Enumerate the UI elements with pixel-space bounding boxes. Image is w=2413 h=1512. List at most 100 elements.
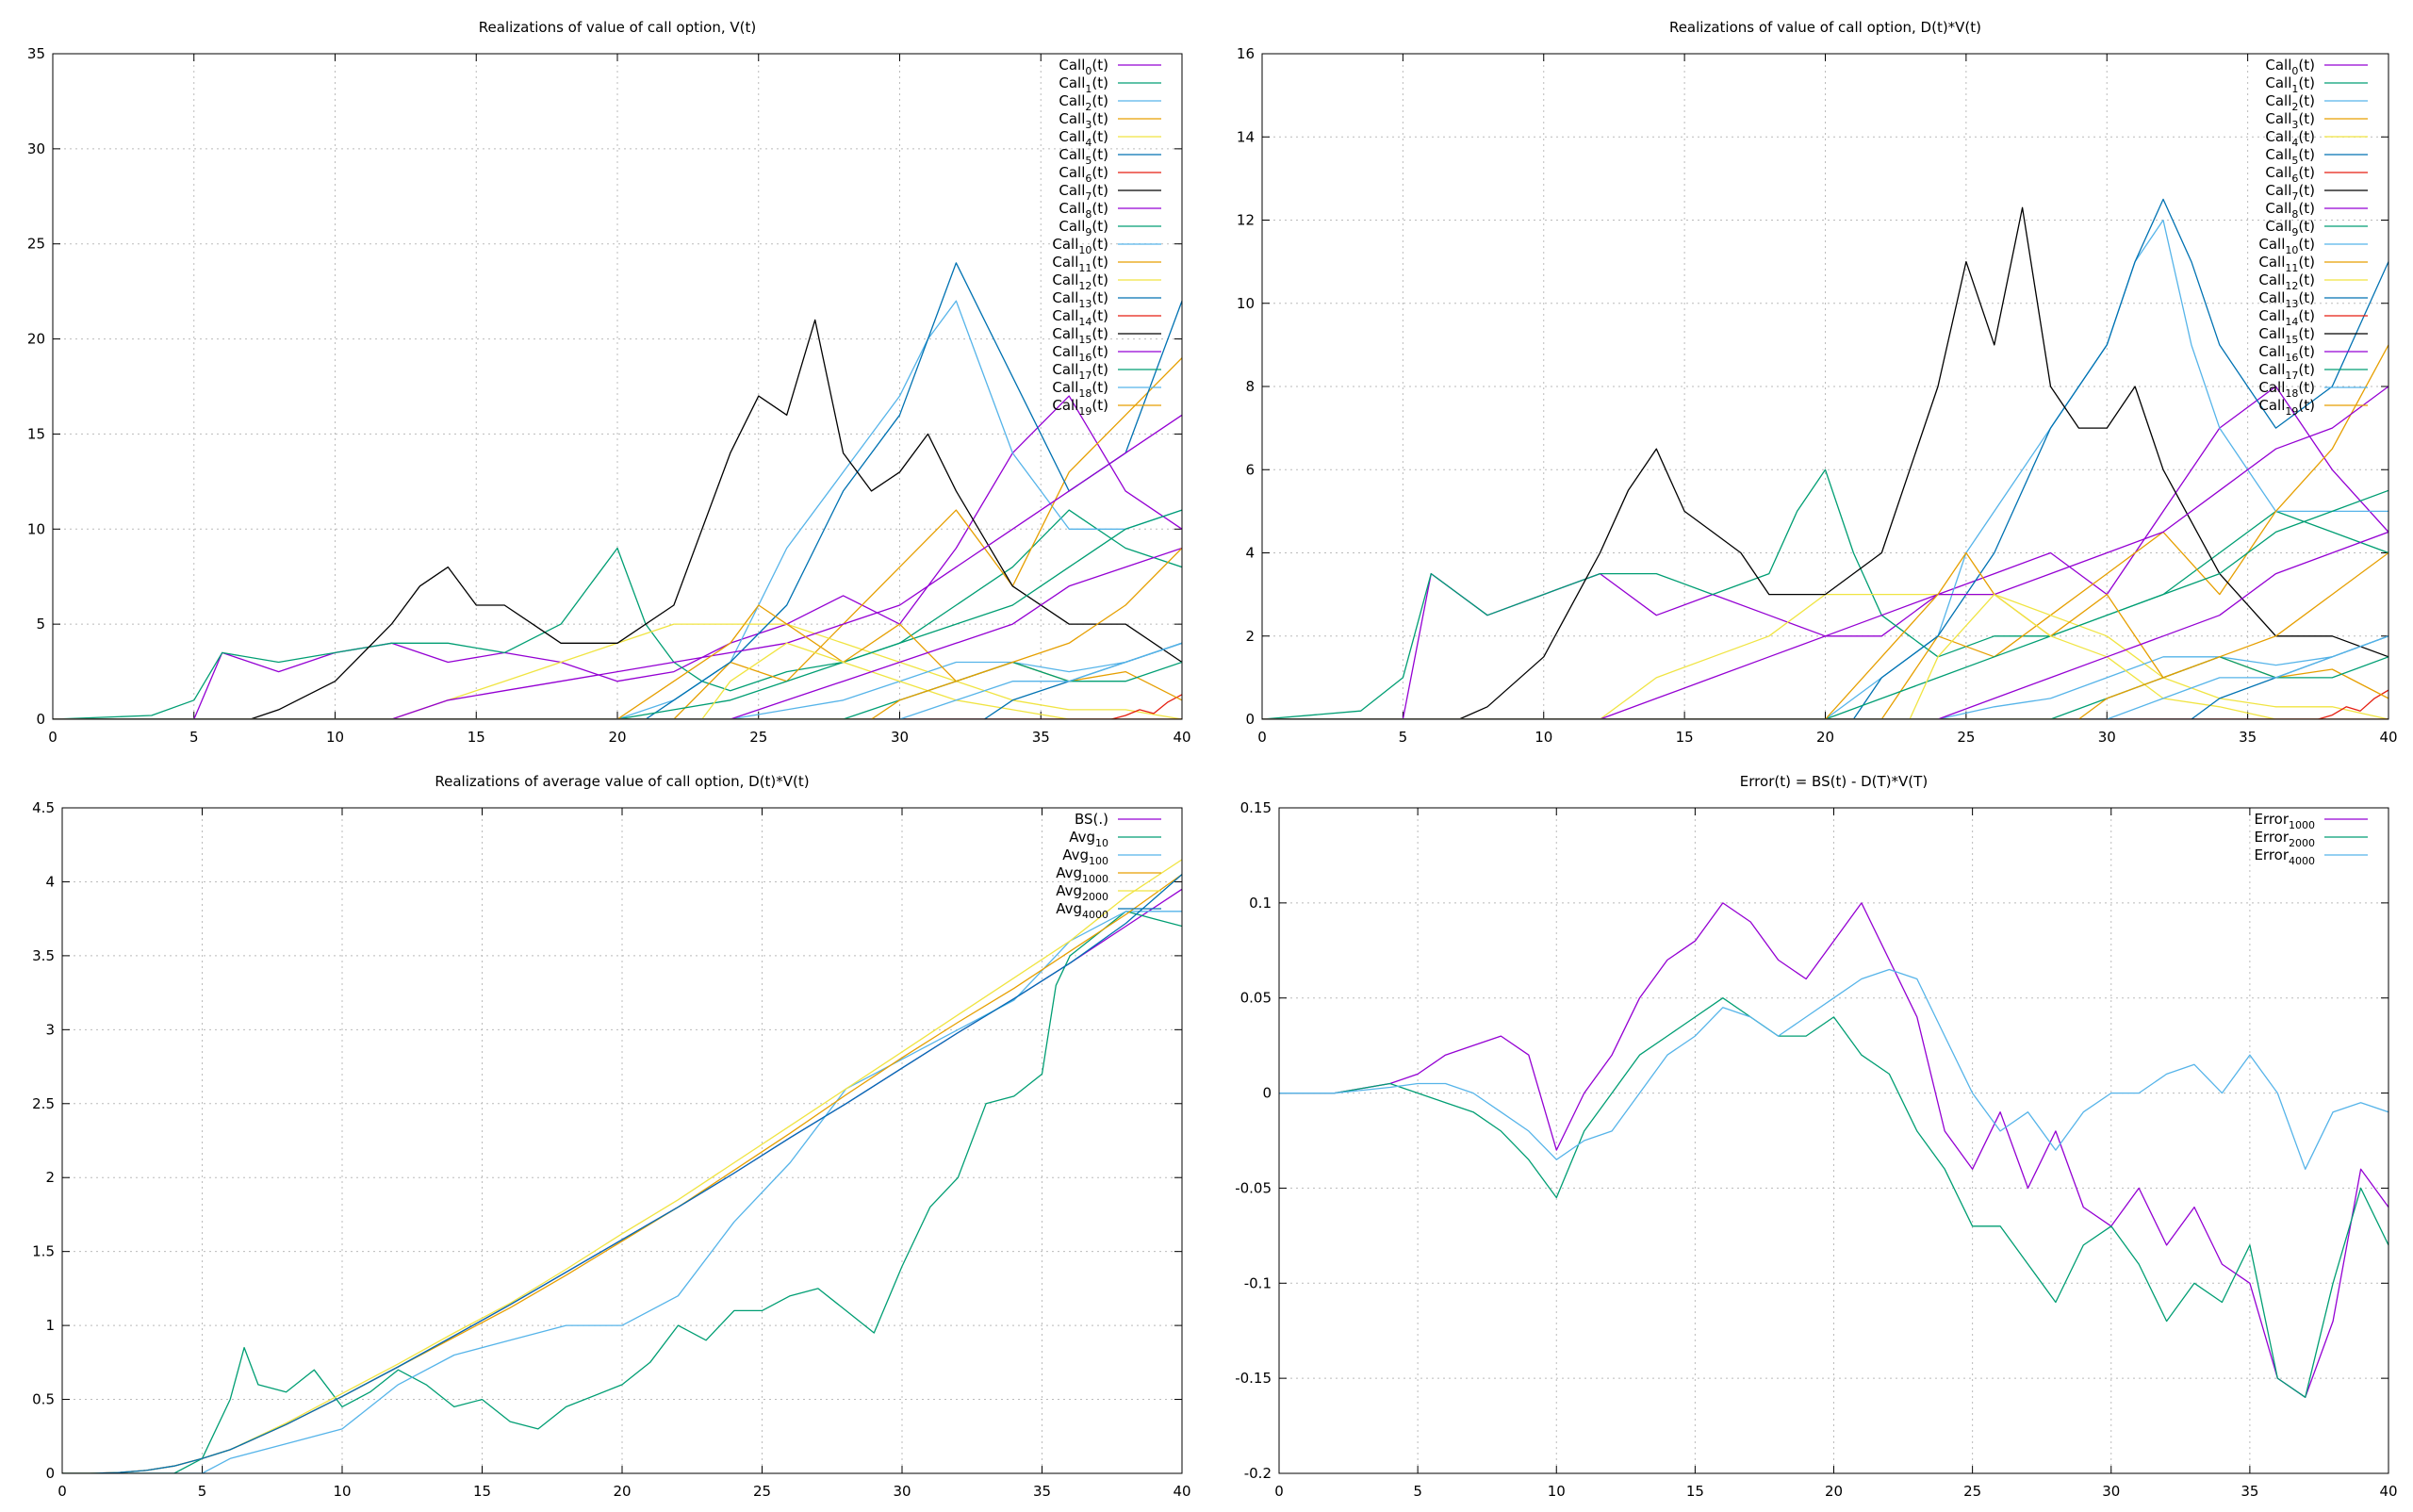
y-tick-label: -0.1 xyxy=(1244,1274,1272,1291)
legend-entry: Call18(t) xyxy=(2258,379,2315,400)
x-tick-label: 40 xyxy=(2379,1483,2397,1500)
series-line-6 xyxy=(1262,689,2388,719)
legend-entry: Call17(t) xyxy=(1052,361,1108,382)
x-tick-label: 10 xyxy=(333,1483,351,1500)
legend-entry: Call2(t) xyxy=(1059,92,1108,113)
x-tick-label: 15 xyxy=(473,1483,491,1500)
y-tick-label: 10 xyxy=(27,520,45,537)
y-tick-label: 1.5 xyxy=(32,1243,55,1260)
series-line-10 xyxy=(53,642,1182,719)
legend-entry: Call2(t) xyxy=(2265,92,2315,113)
x-tick-label: 40 xyxy=(2379,729,2397,746)
series-line-8 xyxy=(53,414,1182,719)
y-tick-label: 14 xyxy=(1237,128,1255,145)
series-line-9 xyxy=(53,509,1182,719)
legend-entry: Call9(t) xyxy=(2265,218,2315,238)
chart-title: Realizations of average value of call op… xyxy=(435,773,809,790)
legend-entry: Call13(t) xyxy=(2258,289,2315,310)
y-tick-label: 1 xyxy=(45,1317,55,1334)
series-line-18 xyxy=(53,642,1182,719)
series-line-2 xyxy=(1279,968,2388,1170)
x-tick-label: 30 xyxy=(891,729,909,746)
legend-entry: Avg4000 xyxy=(1056,900,1108,921)
legend-entry: Call0(t) xyxy=(1059,57,1108,77)
y-tick-label: -0.2 xyxy=(1244,1465,1272,1482)
y-tick-label: 35 xyxy=(27,45,45,62)
x-tick-label: 25 xyxy=(749,729,767,746)
series-line-1 xyxy=(53,509,1182,719)
x-tick-label: 20 xyxy=(608,729,626,746)
series-group xyxy=(1279,902,2388,1398)
chart-panel-dv: Realizations of value of call option, D(… xyxy=(1206,0,2413,754)
x-tick-label: 40 xyxy=(1173,729,1190,746)
legend-entry: Call15(t) xyxy=(2258,325,2315,346)
legend-entry: Call5(t) xyxy=(2265,146,2315,167)
y-tick-label: 2 xyxy=(1245,628,1255,645)
legend-entry: Call14(t) xyxy=(1052,307,1108,328)
legend-entry: Call4(t) xyxy=(1059,128,1108,149)
x-tick-label: 30 xyxy=(2098,729,2116,746)
y-tick-label: -0.05 xyxy=(1235,1179,1272,1196)
series-line-7 xyxy=(1262,206,2388,719)
legend-entry: Call4(t) xyxy=(2265,128,2315,149)
series-line-5 xyxy=(62,874,1182,1473)
y-tick-label: 6 xyxy=(1245,461,1255,478)
series-line-5 xyxy=(53,262,1182,719)
series-line-1 xyxy=(62,911,1182,1473)
legend-entry: Call3(t) xyxy=(1059,110,1108,131)
y-tick-label: 15 xyxy=(27,425,45,442)
x-tick-label: 35 xyxy=(1032,729,1050,746)
chart-panel-error: Error(t) = BS(t) - D(T)*V(T) 0 5 10 15 20 25 30… xyxy=(1206,754,2413,1508)
series-group xyxy=(53,262,1182,719)
y-tick-label: 4 xyxy=(45,873,55,890)
series-line-2 xyxy=(62,911,1182,1473)
legend-entry: Call6(t) xyxy=(1059,164,1108,185)
y-tick-label: 8 xyxy=(1245,378,1255,395)
legend-entry: Call12(t) xyxy=(1052,271,1108,292)
x-tick-label: 20 xyxy=(613,1483,631,1500)
x-tick-label: 15 xyxy=(1686,1483,1704,1500)
chart-error: Error(t) = BS(t) - D(T)*V(T) 0 5 10 15 20 25 30… xyxy=(1235,773,2397,1500)
legend-entry: Call11(t) xyxy=(2258,254,2315,274)
legend-entry: BS(.) xyxy=(1075,811,1108,828)
legend-entry: Call8(t) xyxy=(1059,200,1108,221)
x-tick-label: 10 xyxy=(1535,729,1552,746)
series-line-0 xyxy=(1279,902,2388,1398)
x-tick-label: 25 xyxy=(1957,729,1975,746)
legend-entry: Call11(t) xyxy=(1052,254,1108,274)
x-tick-label: 5 xyxy=(1399,729,1408,746)
x-tick-label: 35 xyxy=(2239,729,2257,746)
y-tick-label: 10 xyxy=(1237,295,1255,312)
series-line-8 xyxy=(1262,386,2388,719)
x-tick-label: 0 xyxy=(57,1483,67,1500)
series-line-2 xyxy=(53,300,1182,719)
series-line-19 xyxy=(1262,551,2388,719)
series-line-10 xyxy=(1262,635,2388,719)
series-line-3 xyxy=(1262,344,2388,719)
chart-discounted-v: Realizations of value of call option, D(… xyxy=(1237,19,2398,746)
legend-entry: Avg1000 xyxy=(1056,864,1108,885)
chart-title: Realizations of value of call option, V(… xyxy=(479,19,756,36)
grid xyxy=(1261,53,2389,720)
series-line-12 xyxy=(53,642,1182,719)
series-line-5 xyxy=(1262,198,2388,719)
y-tick-label: 0.1 xyxy=(1249,895,1272,912)
x-tick-label: 5 xyxy=(198,1483,207,1500)
chart-title: Realizations of value of call option, D(… xyxy=(1669,19,1981,36)
legend-entry: Error4000 xyxy=(2254,846,2315,867)
chart-average-value: Realizations of average value of call op… xyxy=(32,773,1190,1500)
series-group xyxy=(62,859,1182,1473)
x-tick-label: 15 xyxy=(468,729,485,746)
series-line-1 xyxy=(1262,468,2388,719)
x-tick-label: 0 xyxy=(1274,1483,1284,1500)
x-tick-label: 5 xyxy=(1413,1483,1422,1500)
legend-entry: Avg2000 xyxy=(1056,882,1108,903)
legend-entry: Call8(t) xyxy=(2265,200,2315,221)
y-tick-label: 2.5 xyxy=(32,1095,55,1112)
y-tick-label: 0.15 xyxy=(1240,799,1272,816)
chart-v-of-t: Realizations of value of call option, V(… xyxy=(27,19,1191,746)
y-tick-label: 0.05 xyxy=(1240,990,1272,1007)
legend-entry: Call18(t) xyxy=(1052,379,1108,400)
y-tick-label: -0.15 xyxy=(1235,1370,1272,1387)
